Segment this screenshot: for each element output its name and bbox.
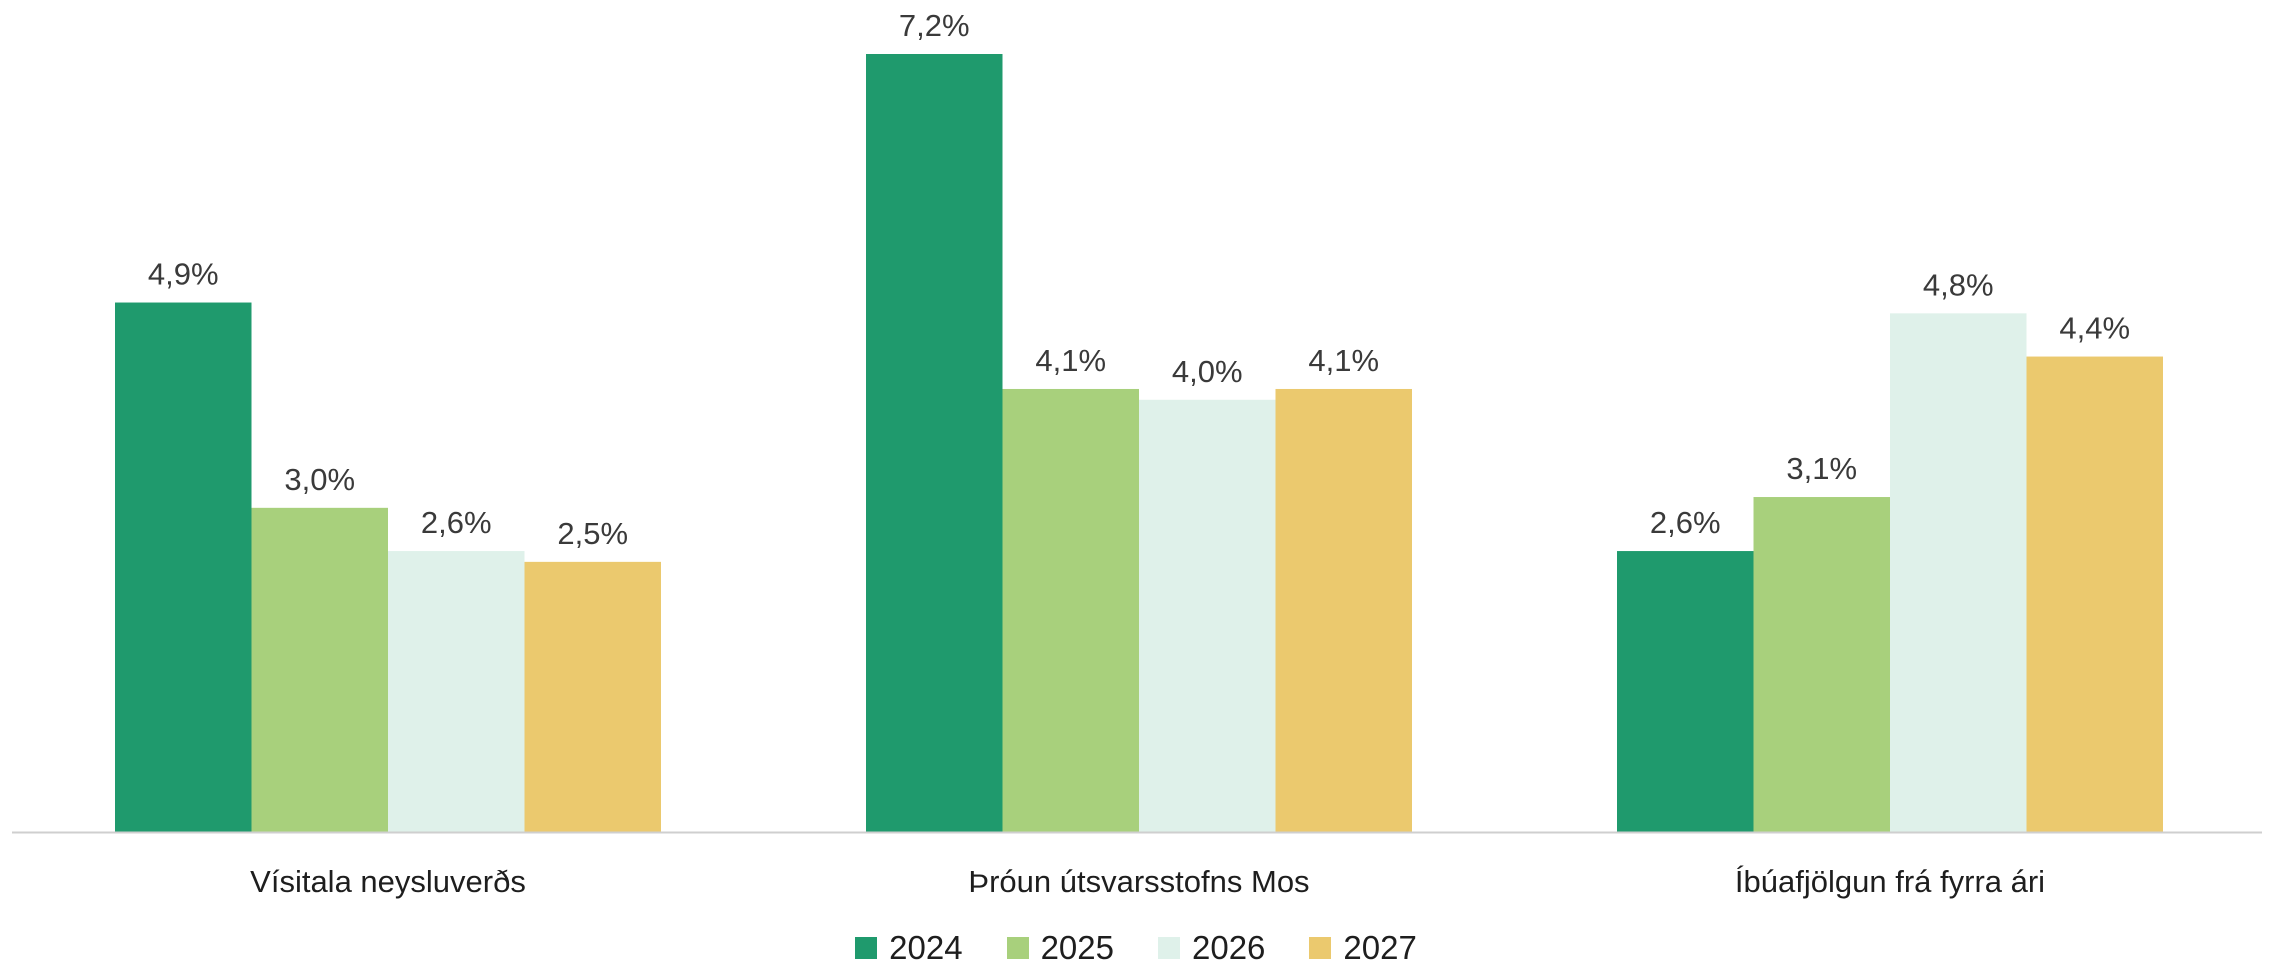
legend-item-2025: 2025 bbox=[1006, 929, 1114, 967]
bar-2025-cat-0 bbox=[251, 507, 388, 832]
legend: 2024 2025 2026 2027 bbox=[0, 928, 2272, 968]
bar-2026-cat-0 bbox=[388, 551, 525, 832]
legend-label-2024: 2024 bbox=[889, 929, 963, 966]
legend-label-2027: 2027 bbox=[1343, 929, 1417, 966]
legend-swatch-2025 bbox=[1006, 937, 1029, 959]
bar-2024-cat-0 bbox=[115, 302, 252, 832]
bar-2027-cat-0 bbox=[524, 561, 661, 832]
legend-item-2027: 2027 bbox=[1309, 929, 1417, 967]
legend-swatch-2024 bbox=[855, 937, 878, 959]
bar-2024-cat-2 bbox=[1617, 551, 1754, 832]
category-label-0: Vísitala neysluverðs bbox=[250, 864, 526, 899]
data-label-2027-cat-1: 4,1% bbox=[1308, 343, 1379, 378]
bar-2025-cat-2 bbox=[1753, 497, 1890, 832]
bar-2024-cat-1 bbox=[866, 54, 1003, 832]
category-label-2: Íbúafjölgun frá fyrra ári bbox=[1735, 864, 2045, 899]
legend-item-2024: 2024 bbox=[855, 929, 963, 967]
category-label-group: Vísitala neysluverðs Þróun útsvarsstofns … bbox=[250, 864, 2045, 899]
data-label-2024-cat-0: 4,9% bbox=[148, 257, 219, 292]
data-label-2024-cat-1: 7,2% bbox=[899, 8, 970, 43]
legend-swatch-2027 bbox=[1309, 937, 1332, 959]
data-label-2025-cat-1: 4,1% bbox=[1035, 343, 1106, 378]
bar-2027-cat-2 bbox=[2026, 356, 2163, 832]
data-label-2026-cat-2: 4,8% bbox=[1923, 267, 1994, 302]
legend-item-2026: 2026 bbox=[1158, 929, 1265, 967]
data-label-2027-cat-0: 2,5% bbox=[557, 516, 628, 551]
legend-label-2026: 2026 bbox=[1192, 929, 1266, 966]
bar-group bbox=[115, 54, 2163, 832]
data-label-2027-cat-2: 4,4% bbox=[2059, 311, 2130, 346]
data-label-2024-cat-2: 2,6% bbox=[1650, 505, 1721, 540]
data-label-2026-cat-1: 4,0% bbox=[1172, 354, 1243, 389]
bar-2027-cat-1 bbox=[1275, 388, 1412, 832]
data-label-2025-cat-0: 3,0% bbox=[284, 462, 355, 497]
category-label-1: Þróun útsvarsstofns Mos bbox=[968, 864, 1309, 899]
data-label-2026-cat-0: 2,6% bbox=[421, 505, 492, 540]
bar-2026-cat-2 bbox=[1890, 313, 2027, 832]
legend-label-2025: 2025 bbox=[1040, 929, 1114, 966]
bar-2025-cat-1 bbox=[1002, 388, 1139, 832]
bar-2026-cat-1 bbox=[1139, 399, 1276, 832]
data-label-group: 4,9% 7,2% 2,6% 3,0% 4,1% 3,1% 2,6% 4,0% 4,8% 2,5%… bbox=[148, 8, 2130, 551]
data-label-2025-cat-2: 3,1% bbox=[1786, 451, 1857, 486]
legend-swatch-2026 bbox=[1158, 937, 1180, 959]
